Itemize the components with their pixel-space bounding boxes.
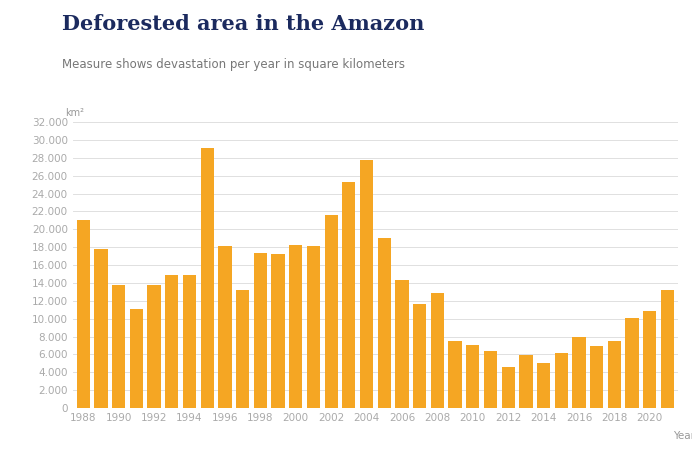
Bar xyxy=(626,318,639,408)
Bar xyxy=(395,280,408,408)
Bar xyxy=(608,341,621,408)
Bar xyxy=(484,351,497,408)
Bar xyxy=(590,346,603,408)
Bar xyxy=(555,353,568,408)
Bar xyxy=(537,363,550,408)
Bar xyxy=(254,253,267,408)
Bar xyxy=(378,238,391,408)
Bar xyxy=(343,183,356,408)
Bar xyxy=(325,215,338,408)
Bar xyxy=(147,285,161,408)
Bar xyxy=(77,220,90,408)
X-axis label: Year: Year xyxy=(673,431,692,441)
Bar xyxy=(643,311,657,408)
Bar xyxy=(289,245,302,408)
Bar xyxy=(661,290,674,408)
Text: km²: km² xyxy=(65,108,84,118)
Bar xyxy=(360,160,373,408)
Bar xyxy=(307,246,320,408)
Bar xyxy=(448,341,462,408)
Bar xyxy=(112,285,125,408)
Bar xyxy=(519,355,533,408)
Bar xyxy=(183,275,196,408)
Bar xyxy=(236,290,249,408)
Text: Deforested area in the Amazon: Deforested area in the Amazon xyxy=(62,14,425,34)
Bar xyxy=(430,293,444,408)
Bar xyxy=(165,275,179,408)
Bar xyxy=(94,249,108,408)
Text: Measure shows devastation per year in square kilometers: Measure shows devastation per year in sq… xyxy=(62,58,406,71)
Bar xyxy=(201,148,214,408)
Bar xyxy=(130,309,143,408)
Bar xyxy=(572,337,585,408)
Bar xyxy=(218,246,232,408)
Bar xyxy=(271,254,284,408)
Bar xyxy=(466,345,480,408)
Bar xyxy=(413,304,426,408)
Bar xyxy=(502,367,515,408)
